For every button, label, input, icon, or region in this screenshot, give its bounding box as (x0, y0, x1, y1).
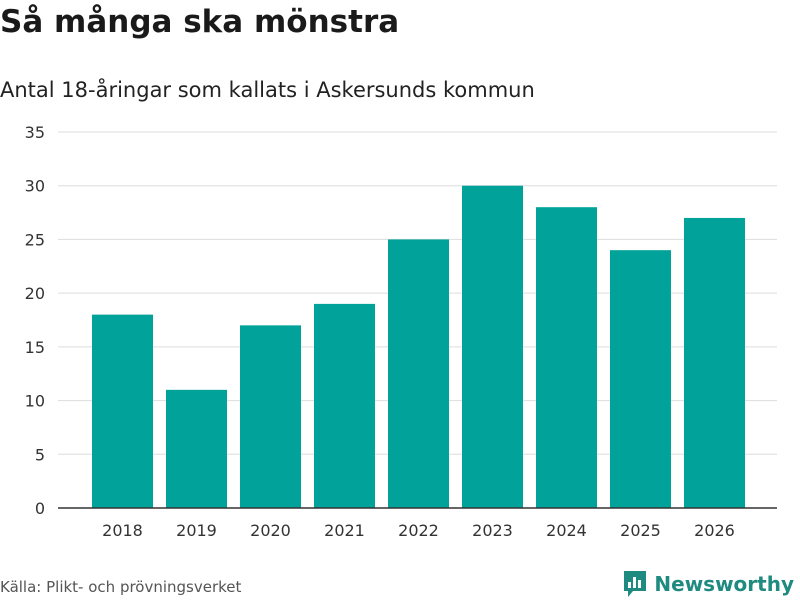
x-tick-label: 2018 (102, 521, 143, 540)
bar (536, 207, 597, 508)
newsworthy-logo-icon (624, 571, 647, 597)
bar (314, 303, 375, 508)
bar (240, 325, 301, 508)
x-tick-label: 2024 (546, 521, 587, 540)
y-tick-label: 30 (25, 177, 45, 196)
bar (610, 250, 671, 508)
x-tick-label: 2020 (250, 521, 291, 540)
chart-title: Så många ska mönstra (0, 4, 400, 40)
y-tick-label: 35 (25, 123, 45, 142)
x-tick-label: 2025 (620, 521, 661, 540)
brand-name: Newsworthy (654, 572, 794, 596)
x-tick-label: 2026 (694, 521, 735, 540)
y-tick-label: 10 (25, 392, 45, 411)
y-tick-label: 15 (25, 338, 45, 357)
y-tick-label: 0 (35, 499, 45, 518)
y-tick-label: 5 (35, 445, 45, 464)
chart-subtitle: Antal 18-åringar som kallats i Askersund… (0, 78, 535, 102)
source-note: Källa: Plikt- och prövningsverket (0, 578, 242, 596)
bar (462, 185, 523, 508)
x-tick-label: 2023 (472, 521, 513, 540)
y-tick-label: 25 (25, 230, 45, 249)
y-tick-label: 20 (25, 284, 45, 303)
bar (92, 314, 153, 508)
bar (684, 217, 745, 508)
bar (388, 239, 449, 508)
x-tick-label: 2019 (176, 521, 217, 540)
x-tick-label: 2022 (398, 521, 439, 540)
x-tick-label: 2021 (324, 521, 365, 540)
bar (166, 389, 227, 508)
brand-logo: Newsworthy (622, 569, 794, 599)
